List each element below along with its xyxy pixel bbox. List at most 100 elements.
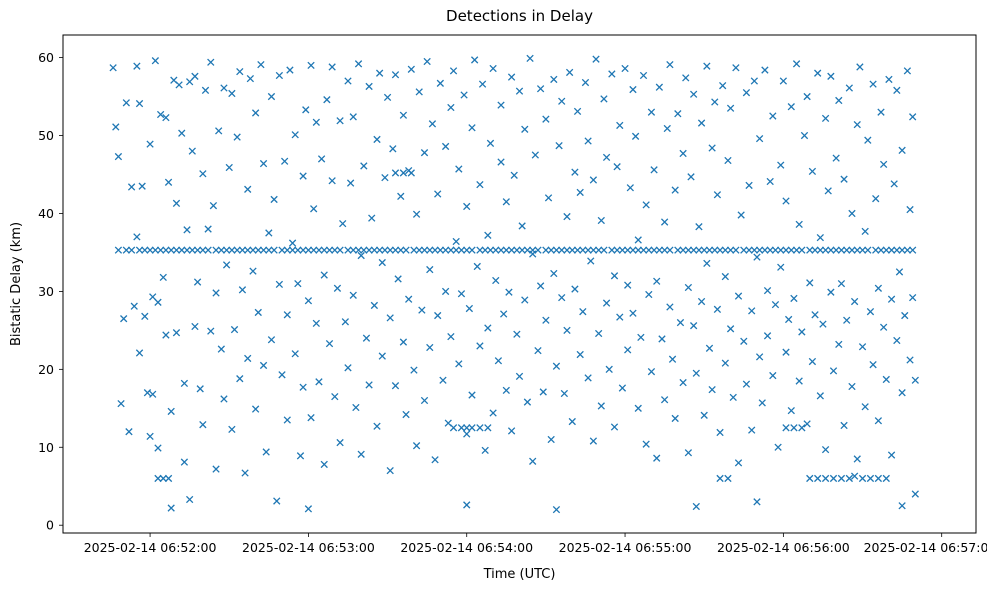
scatter-point (325, 339, 334, 348)
scatter-point (149, 293, 157, 301)
scatter-point (262, 448, 270, 456)
scatter-point (492, 276, 500, 285)
scatter-point (114, 152, 123, 161)
scatter-point (790, 294, 798, 303)
scatter-point (156, 246, 165, 254)
scatter-point (312, 118, 320, 126)
scatter-point (618, 384, 627, 392)
scatter-point (705, 344, 714, 352)
scatter-point (449, 67, 458, 75)
scatter-point (679, 149, 687, 158)
scatter-point (349, 291, 357, 299)
scatter-point (624, 246, 632, 254)
scatter-point (568, 417, 576, 426)
scatter-point (668, 355, 677, 363)
scatter-point (877, 108, 885, 116)
scatter-point (795, 220, 803, 229)
scatter-point (307, 61, 315, 70)
scatter-point (814, 474, 822, 483)
scatter-point (792, 246, 801, 254)
scatter-point (365, 246, 373, 254)
scatter-point (803, 92, 811, 101)
scatter-point (692, 502, 700, 511)
scatter-point (478, 80, 487, 88)
scatter-point (457, 246, 466, 254)
scatter-point (470, 56, 479, 64)
scatter-point (536, 282, 545, 290)
scatter-point (626, 184, 634, 192)
scatter-point (138, 182, 146, 190)
scatter-point (909, 113, 917, 121)
scatter-point (267, 92, 276, 101)
scatter-point (655, 83, 664, 91)
scatter-point (534, 246, 542, 254)
scatter-point (441, 142, 450, 151)
scatter-point (244, 354, 252, 363)
scatter-point (837, 474, 846, 483)
scatter-point (689, 322, 698, 330)
scatter-point (465, 304, 474, 313)
scatter-point (283, 416, 291, 424)
scatter-point (639, 71, 648, 80)
scatter-point (639, 246, 648, 254)
scatter-point (877, 246, 885, 254)
scatter-point (732, 64, 740, 72)
scatter-point (610, 423, 619, 431)
scatter-point (816, 246, 824, 254)
scatter-point (238, 286, 247, 294)
scatter-point (249, 246, 257, 254)
scatter-point (610, 272, 619, 280)
y-tick-label: 50 (38, 128, 54, 143)
scatter-point (755, 353, 764, 361)
scatter-point (452, 237, 460, 246)
scatter-point (879, 323, 888, 331)
scatter-point (222, 261, 231, 269)
x-tick-label: 2025-02-14 06:53:00 (242, 540, 375, 555)
scatter-point (911, 490, 919, 498)
scatter-point (265, 229, 273, 237)
scatter-point (811, 246, 819, 254)
scatter-point (629, 246, 637, 254)
scatter-point (761, 246, 769, 254)
scatter-point (228, 425, 236, 434)
scatter-point (568, 246, 576, 254)
scatter-point (244, 246, 252, 254)
scatter-point (795, 377, 803, 385)
scatter-point (291, 350, 299, 358)
scatter-point (135, 99, 144, 108)
scatter-point (270, 195, 278, 204)
scatter-point (502, 198, 510, 206)
scatter-point (397, 246, 405, 254)
scatter-point (489, 409, 497, 417)
scatter-point (689, 246, 698, 254)
scatter-point (193, 278, 202, 286)
scatter-point (127, 246, 136, 254)
scatter-point (457, 290, 466, 298)
scatter-point (763, 286, 772, 295)
scatter-point (563, 246, 571, 254)
scatter-point (790, 424, 798, 432)
scatter-point (233, 246, 241, 254)
scatter-point (589, 246, 598, 254)
scatter-point (354, 246, 363, 254)
scatter-point (386, 246, 394, 254)
scatter-point (515, 372, 524, 381)
scatter-point (861, 403, 869, 411)
axes-spines (62, 34, 977, 534)
x-tick-label: 2025-02-14 06:52:00 (84, 540, 217, 555)
scatter-point (835, 340, 843, 349)
scatter-point (125, 428, 133, 436)
scatter-point (684, 246, 693, 254)
scatter-point (254, 246, 262, 254)
scatter-point (426, 343, 434, 352)
scatter-point (816, 392, 824, 400)
scatter-point (663, 124, 671, 133)
scatter-point (497, 158, 505, 166)
scatter-point (288, 246, 297, 254)
scatter-point (494, 357, 503, 365)
scatter-point (666, 303, 674, 311)
scatter-point (552, 246, 561, 254)
scatter-point (370, 301, 379, 310)
scatter-point (328, 63, 336, 71)
